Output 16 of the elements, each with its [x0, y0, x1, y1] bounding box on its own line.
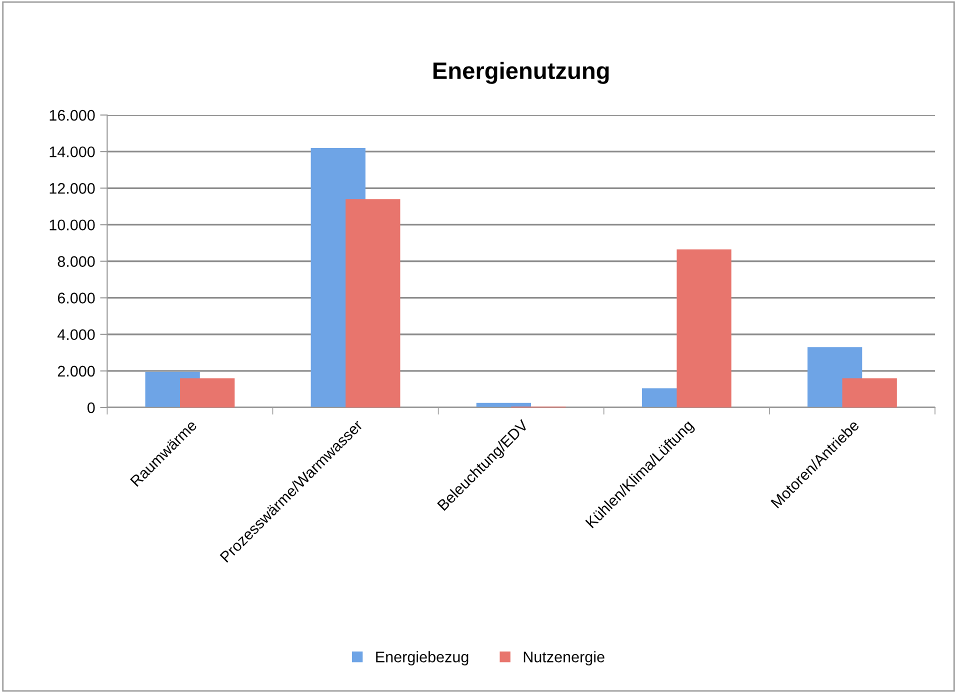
- bar: [676, 249, 732, 408]
- y-tick-label: 0: [87, 402, 95, 414]
- y-tick-label: 4.000: [58, 329, 95, 340]
- y-tick-label: 6.000: [58, 292, 95, 304]
- legend-label: Nutzenergie: [524, 651, 604, 666]
- bar: [842, 378, 897, 408]
- legend-label: Energiebezug: [376, 651, 468, 666]
- y-tick-label: 2.000: [58, 366, 95, 377]
- y-tick-label: 12.000: [50, 183, 95, 194]
- y-tick-label: 14.000: [50, 146, 95, 158]
- y-tick-label: 10.000: [50, 220, 95, 230]
- chart-title: Energienutzung: [433, 62, 609, 84]
- bar: [346, 199, 400, 408]
- bar: [180, 378, 235, 408]
- y-tick-label: 8.000: [58, 256, 95, 267]
- y-tick-label: 16.000: [50, 110, 95, 121]
